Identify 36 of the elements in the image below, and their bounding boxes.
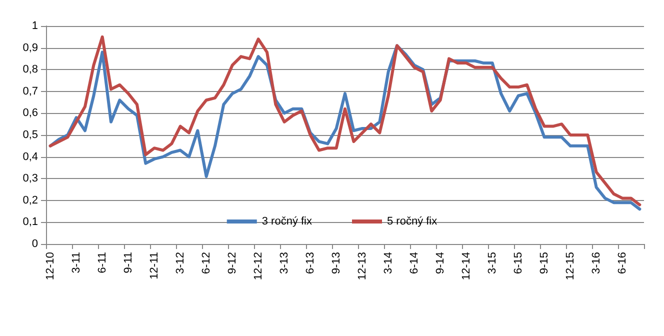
x-tick-label: 6-15 (512, 252, 524, 274)
x-tick-label: 12-15 (564, 252, 576, 280)
y-tick-label: 0,1 (22, 216, 38, 228)
x-tick-label: 9-13 (330, 252, 342, 274)
x-tick-label: 12-13 (356, 252, 368, 280)
x-tick-label: 6-12 (200, 252, 212, 274)
y-tick-label: 0,6 (22, 107, 38, 120)
x-tick-label: 3-13 (278, 252, 290, 274)
y-tick-label: 0,9 (22, 42, 38, 54)
y-tick-label: 0,8 (22, 64, 38, 76)
x-tick-label: 3-15 (486, 252, 498, 274)
x-tick-label: 12-11 (148, 252, 160, 280)
y-tick-label: 0,2 (22, 194, 38, 206)
x-tick-label: 6-16 (616, 252, 628, 274)
x-tick-label: 12-10 (44, 252, 56, 280)
x-tick-label: 12-14 (460, 252, 472, 280)
x-tick-label: 3-16 (590, 252, 602, 274)
y-tick-label: 0,7 (22, 85, 38, 98)
x-tick-label: 3-14 (382, 252, 394, 274)
legend-label: 5 ročný fix (387, 216, 438, 228)
legend-label: 3 ročný fix (262, 216, 312, 228)
x-tick-label: 9-12 (226, 252, 238, 274)
y-tick-label: 0,5 (22, 129, 38, 141)
y-tick-label: 0,3 (22, 172, 38, 185)
x-tick-label: 6-14 (408, 252, 420, 274)
x-tick-label: 3-11 (70, 252, 82, 274)
x-tick-label: 9-14 (434, 252, 446, 274)
x-tick-label: 3-12 (174, 252, 186, 274)
x-tick-label: 6-13 (304, 252, 316, 274)
y-tick-label: 0 (32, 238, 38, 250)
y-tick-label: 1 (32, 20, 38, 32)
y-tick-label: 0,4 (22, 150, 38, 163)
x-tick-label: 9-15 (538, 252, 550, 274)
x-tick-label: 9-11 (122, 252, 134, 274)
x-tick-label: 12-12 (252, 252, 264, 280)
x-tick-label: 6-11 (96, 252, 108, 274)
